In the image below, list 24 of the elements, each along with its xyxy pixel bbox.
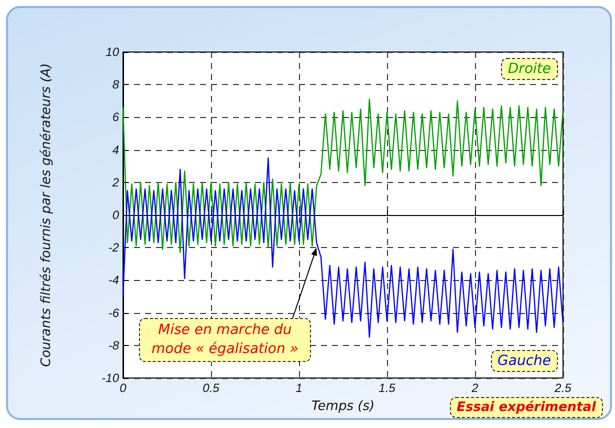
y-tick-label: 10 [106,45,120,59]
y-tick-label: -10 [102,371,120,385]
y-tick-label: -8 [108,338,120,352]
y-axis-title: Courants filtrés fournis par les générateurs (A) [39,63,54,367]
annotation: Mise en marche du mode « égalisation » [139,318,311,362]
y-tick-label: 8 [112,78,120,92]
x-tick-label: 1.5 [378,381,396,395]
text: Droite [500,58,558,80]
line-series [122,98,564,254]
line-series [122,157,564,338]
y-tick-label: -2 [108,240,120,255]
y-tick-label: -4 [108,273,120,288]
series-label: Gauche [490,350,558,372]
y-tick-label: -6 [108,306,120,320]
x-tick-label: 0.5 [202,381,220,395]
text: Essai expérimental [450,397,603,418]
x-axis-title: Temps (s) [311,399,375,414]
y-tick-label: 0 [112,208,120,222]
x-tick-label: 2.5 [554,381,572,395]
y-tick-label: 4 [112,142,120,157]
y-tick-label: 2 [111,175,120,190]
x-tick-label: 1 [296,381,302,395]
y-tick-label: 6 [112,110,120,124]
x-tick-label: 2 [470,381,479,395]
